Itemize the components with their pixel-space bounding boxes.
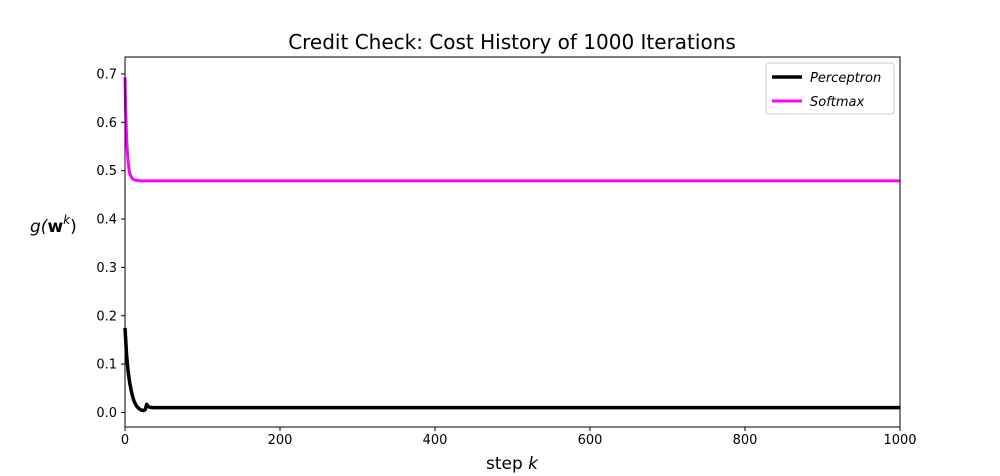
y-tick-label: 0.3: [96, 261, 117, 276]
series-lines: [123, 77, 900, 413]
x-axis-ticks: 0 200 400 600 800 1000: [121, 427, 917, 448]
chart-title: Credit Check: Cost History of 1000 Itera…: [288, 30, 736, 54]
y-axis-label-sup: k: [63, 213, 71, 227]
y-axis-label-func: g(: [30, 217, 49, 237]
y-axis-label-var: w: [47, 217, 63, 237]
x-axis-label-var: k: [528, 454, 539, 474]
y-tick-label: 0.4: [96, 213, 117, 228]
x-axis-label-prefix: step: [486, 454, 528, 474]
x-tick-label: 0: [121, 433, 129, 448]
y-tick-label: 0.0: [96, 406, 117, 421]
y-tick-label: 0.5: [96, 164, 117, 179]
y-tick-label: 0.1: [96, 358, 117, 373]
x-tick-label: 400: [423, 433, 448, 448]
x-axis-label: step k: [486, 454, 539, 474]
y-tick-label: 0.7: [96, 67, 117, 82]
y-axis-ticks: 0.0 0.1 0.2 0.3 0.4 0.5 0.6 0.7: [96, 67, 125, 421]
x-tick-label: 200: [268, 433, 293, 448]
legend-label-softmax: Softmax: [810, 95, 865, 110]
y-tick-label: 0.6: [96, 116, 117, 131]
plot-area: [125, 57, 900, 427]
x-tick-label: 600: [578, 433, 603, 448]
y-axis-label-close: ): [70, 217, 77, 237]
y-axis-label: g(wk): [30, 213, 77, 237]
plot-frame: [124, 56, 901, 428]
x-tick-label: 800: [733, 433, 758, 448]
legend-label-perceptron: Perceptron: [810, 71, 881, 86]
series-line-perceptron: [123, 327, 900, 413]
legend: Perceptron Softmax: [765, 62, 895, 115]
series-line-softmax: [123, 77, 900, 183]
y-tick-label: 0.2: [96, 309, 117, 324]
x-tick-label: 1000: [883, 433, 916, 448]
